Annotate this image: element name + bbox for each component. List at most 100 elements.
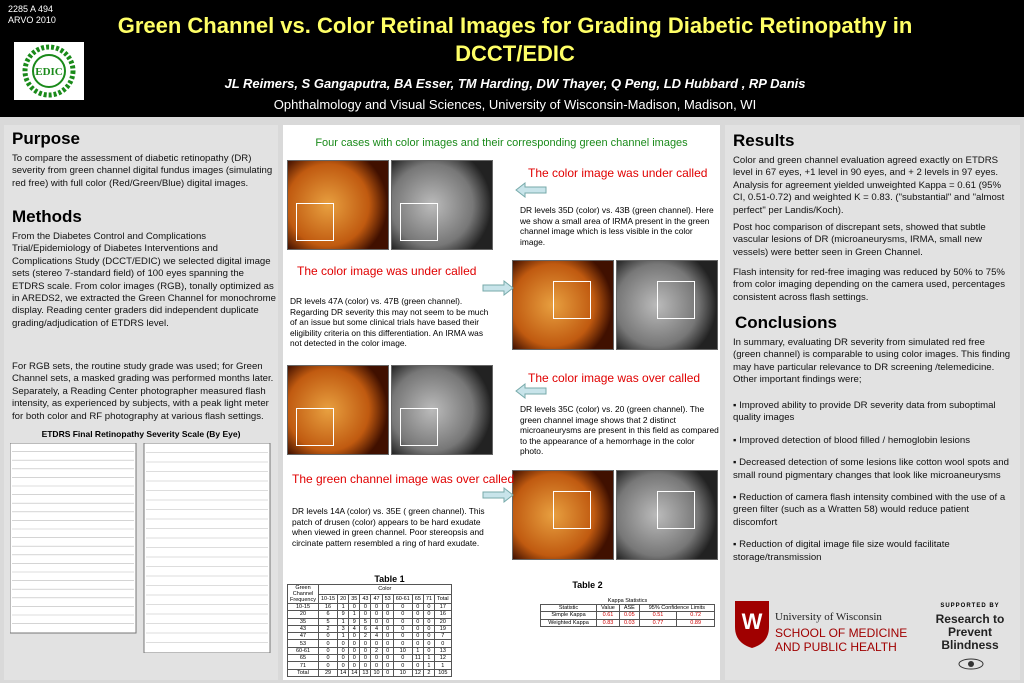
column-label: 60-61 xyxy=(392,593,413,604)
roi-box xyxy=(400,203,438,241)
cell: 0 xyxy=(381,632,394,641)
paragraph: For RGB sets, the routine study grade wa… xyxy=(12,361,274,422)
column-label: 95% Confidence Limits xyxy=(638,603,716,613)
cell: 2 xyxy=(422,668,436,677)
roi-box xyxy=(657,491,695,529)
arrow-shape xyxy=(515,383,547,399)
row: 20 6 9 1 0 0 0 0 0 0 16 xyxy=(287,610,452,619)
case-text: DR levels 14A (color) vs. 35E ( green ch… xyxy=(292,506,485,548)
cell: 35 xyxy=(287,617,319,626)
row: 35 5 1 9 5 0 0 0 0 0 20 xyxy=(287,617,452,626)
cell: 0 xyxy=(348,602,361,612)
row: Weighted Kappa 0.83 0.03 0.77 0.89 xyxy=(539,618,715,627)
bullet: ▪ Reduction of digital image file size w… xyxy=(733,539,1015,564)
cell: 0.77 xyxy=(638,618,678,627)
cell: 4 xyxy=(370,632,383,641)
cell: Simple Kappa xyxy=(539,611,598,620)
roi-box xyxy=(553,281,591,319)
cell: 0 xyxy=(370,654,383,663)
column-label: Total xyxy=(434,593,452,604)
column-label: 10-15 xyxy=(317,593,339,604)
heading: Purpose xyxy=(12,129,81,148)
cell: 3 xyxy=(337,624,350,634)
green-channel-image xyxy=(391,365,493,455)
cell: 0.83 xyxy=(596,618,620,627)
right-column: Results Color and green channel evaluati… xyxy=(725,125,1020,680)
column-label: 71 xyxy=(422,593,436,604)
roi-box xyxy=(553,491,591,529)
cell: 1 xyxy=(348,610,361,619)
roi-box xyxy=(296,408,334,446)
cell: 4 xyxy=(370,624,383,634)
rpb-supported: SUPPORTED BY xyxy=(940,603,1000,609)
case-label: The color image was under called xyxy=(528,166,708,180)
cell: 0 xyxy=(411,610,424,619)
edic-logo: EDIC xyxy=(14,42,84,100)
row: 71 0 0 0 0 0 0 0 0 1 1 xyxy=(287,661,452,670)
authors: JL Reimers, S Gangaputra, BA Esser, TM H… xyxy=(224,76,806,91)
table-title: Table 1 xyxy=(374,574,405,584)
cell: 0 xyxy=(392,639,413,648)
poster-number: 2285 A 494 xyxy=(8,4,54,14)
meeting: ARVO 2010 xyxy=(8,15,56,25)
cell: 53 xyxy=(287,639,319,648)
row: 10-15 16 1 0 0 0 0 0 0 0 17 xyxy=(287,602,452,612)
bullet: ▪ Improved detection of blood filled / h… xyxy=(733,435,1015,447)
arrow xyxy=(482,487,514,503)
case-label: The color image was over called xyxy=(528,371,701,385)
cell: 13 xyxy=(359,668,372,677)
cell: 47 xyxy=(287,632,319,641)
cell: 0 xyxy=(348,654,361,663)
table-title: Table 2 xyxy=(572,580,603,590)
cell: 0.03 xyxy=(618,618,640,627)
cell: 0 xyxy=(337,654,350,663)
green-channel-image xyxy=(391,160,493,250)
cell: 0 xyxy=(359,661,372,670)
cell: 0 xyxy=(348,661,361,670)
paragraph: Post hoc comparison of discrepant sets, … xyxy=(733,222,986,258)
cell: Total xyxy=(287,668,319,677)
cell: 9 xyxy=(337,610,350,619)
cell: 0 xyxy=(348,639,361,648)
cell: 0 xyxy=(317,632,339,641)
arrow xyxy=(515,182,547,198)
cell: 0 xyxy=(359,646,372,656)
bullet: ▪ Decreased detection of some lesions li… xyxy=(733,457,1015,482)
cell: 1 xyxy=(411,646,424,656)
bullet: ▪ Reduction of camera flash intensity co… xyxy=(733,492,1015,529)
row: 53 0 0 0 0 0 0 0 0 0 0 xyxy=(287,639,452,648)
cell: 0 xyxy=(411,632,424,641)
column-label: 65 xyxy=(411,593,424,604)
row: 47 0 1 0 2 4 0 0 0 0 7 xyxy=(287,632,452,641)
paragraph: In summary, evaluating DR severity from … xyxy=(733,337,1011,386)
cell: 0 xyxy=(411,661,424,670)
arrow-shape xyxy=(482,280,514,296)
cell: 0 xyxy=(370,661,383,670)
color-image xyxy=(512,260,614,350)
cell: 0 xyxy=(392,654,413,663)
cell: 0 xyxy=(381,661,394,670)
uw-crest: W xyxy=(735,601,769,648)
paragraph: Color and green channel evaluation agree… xyxy=(733,155,1005,216)
cell: 105 xyxy=(434,668,452,677)
color-image xyxy=(287,160,389,250)
bullet-marker: ▪ xyxy=(733,492,740,504)
cell: 14 xyxy=(348,668,361,677)
cell: 0 xyxy=(370,610,383,619)
row: 65 0 0 0 0 0 0 0 11 1 12 xyxy=(287,654,452,663)
cell: 17 xyxy=(434,602,452,612)
cell: 0 xyxy=(422,639,436,648)
cell: 0 xyxy=(392,602,413,612)
cell: 4 xyxy=(348,624,361,634)
cell: 10 xyxy=(370,668,383,677)
case-label: The green channel image was over called xyxy=(292,472,515,486)
scale-table xyxy=(10,443,271,653)
cell: 5 xyxy=(317,617,339,626)
paragraph: Flash intensity for red-free imaging was… xyxy=(733,267,1005,303)
column-label: 43 xyxy=(359,593,372,604)
cell: 0 xyxy=(381,624,394,634)
cell: 0 xyxy=(422,610,436,619)
cell: 6 xyxy=(359,624,372,634)
roi-box xyxy=(657,281,695,319)
